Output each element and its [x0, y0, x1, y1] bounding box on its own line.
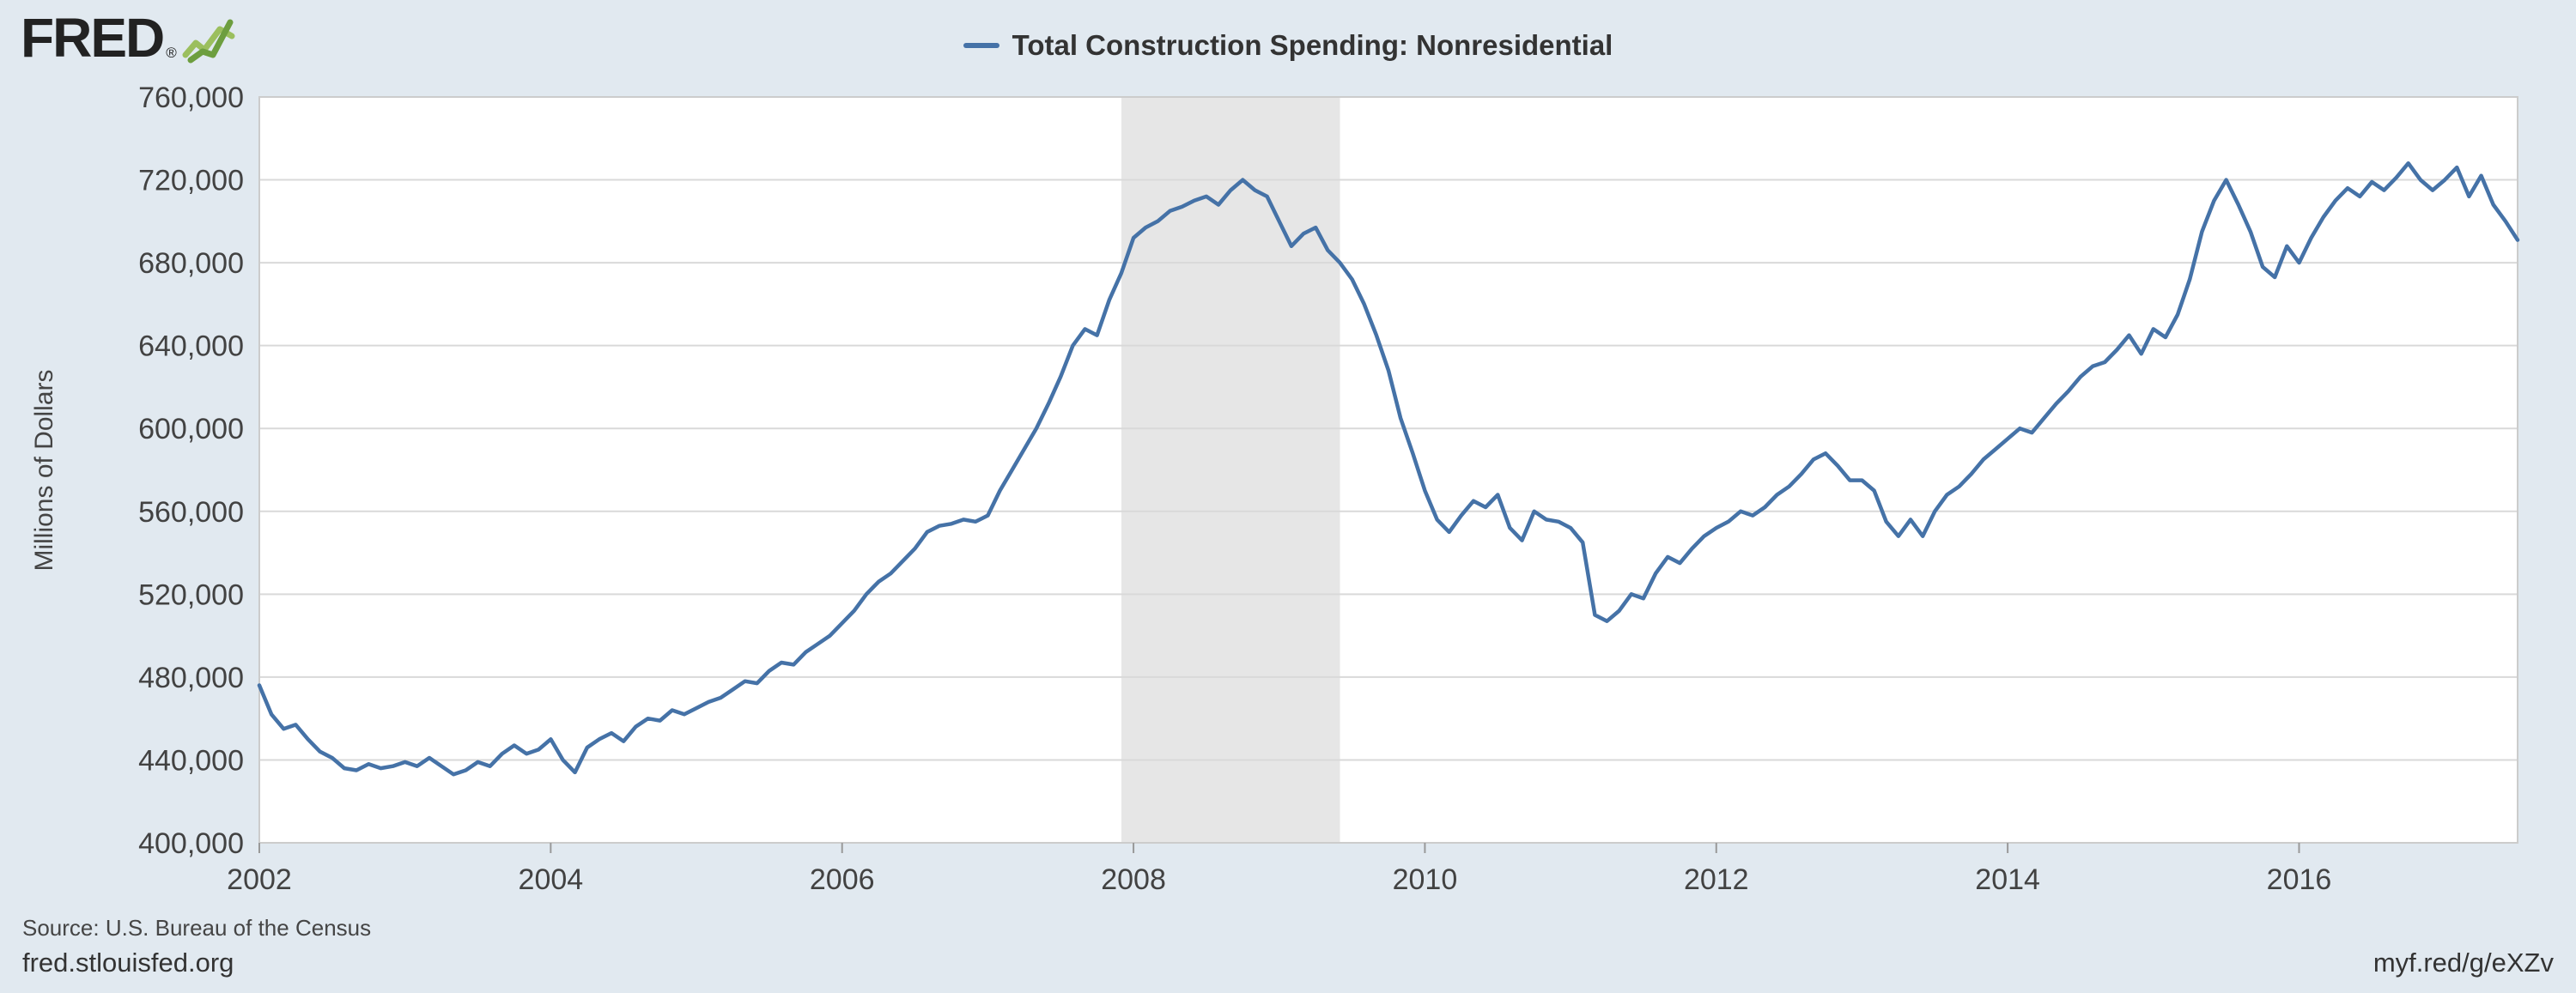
recession-band	[1121, 97, 1340, 843]
y-tick-label: 440,000	[138, 744, 244, 777]
y-tick-label: 480,000	[138, 662, 244, 694]
y-tick-label: 720,000	[138, 165, 244, 197]
y-tick-label: 680,000	[138, 247, 244, 280]
x-tick-label: 2014	[1975, 863, 2040, 896]
fred-logo-text: FRED	[21, 7, 165, 69]
x-tick-label: 2008	[1101, 863, 1166, 896]
registered-trademark-symbol: ®	[166, 45, 177, 61]
plot-area[interactable]	[259, 97, 2518, 843]
x-tick-label: 2006	[810, 863, 875, 896]
source-note: Source: U.S. Bureau of the Census	[22, 915, 372, 941]
y-tick-label: 400,000	[138, 827, 244, 860]
x-tick-label: 2002	[227, 863, 292, 896]
plot-border	[258, 96, 2518, 844]
data-line[interactable]	[257, 160, 2520, 777]
y-tick-label: 640,000	[138, 330, 244, 363]
fred-url-link[interactable]: fred.stlouisfed.org	[22, 948, 234, 978]
x-tick-label: 2012	[1684, 863, 1749, 896]
x-tick-label: 2016	[2267, 863, 2332, 896]
y-tick-label: 760,000	[138, 82, 244, 114]
y-axis-title: Millions of Dollars	[30, 369, 58, 572]
fred-logo-sparkline-icon	[182, 17, 235, 68]
y-tick-label: 600,000	[138, 413, 244, 445]
short-url-link[interactable]: myf.red/g/eXZv	[2372, 948, 2554, 978]
x-tick-label: 2010	[1393, 863, 1458, 896]
y-tick-label: 560,000	[138, 496, 244, 529]
fred-logo[interactable]: FRED ®	[21, 10, 235, 68]
y-tick-label: 520,000	[138, 578, 244, 611]
x-tick-label: 2004	[519, 863, 584, 896]
